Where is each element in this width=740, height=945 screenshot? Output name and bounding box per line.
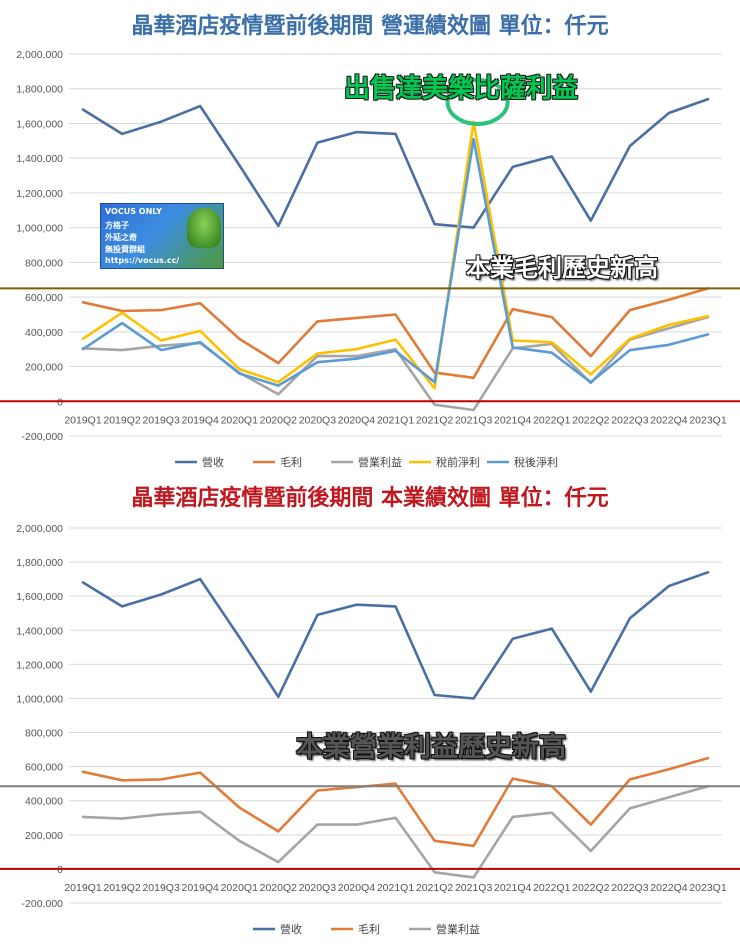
x-tick-label: 2021Q1 <box>377 882 415 894</box>
x-tick-label: 2020Q4 <box>338 882 376 894</box>
watermark-text: 無投資群組 <box>105 245 145 254</box>
series-line-2 <box>81 756 710 848</box>
x-tick-label: 2020Q2 <box>260 882 298 894</box>
x-tick-label: 2023Q1 <box>689 414 727 426</box>
x-tick-label: 2021Q1 <box>377 414 415 426</box>
watermark-text: https://vocus.cc/ <box>105 256 180 265</box>
y-tick-label: -200,000 <box>22 898 64 910</box>
x-tick-label: 2020Q3 <box>299 414 337 426</box>
x-tick-label: 2019Q3 <box>142 414 180 426</box>
watermark-text: 外延之奇 <box>105 233 137 242</box>
x-tick-label: 2020Q3 <box>299 882 337 894</box>
x-tick-label: 2022Q4 <box>650 882 688 894</box>
x-tick-label: 2022Q4 <box>650 414 688 426</box>
y-tick-label: 1,200,000 <box>16 188 63 200</box>
x-tick-label: 2020Q1 <box>221 414 259 426</box>
x-tick-label: 2019Q4 <box>182 882 220 894</box>
x-tick-label: 2021Q2 <box>416 882 454 894</box>
y-tick-label: 1,800,000 <box>16 84 63 96</box>
x-tick-label: 2019Q1 <box>64 882 102 894</box>
watermark-text: 方格子 <box>105 221 129 230</box>
x-tick-label: 2022Q1 <box>533 882 571 894</box>
x-tick-label: 2021Q2 <box>416 414 454 426</box>
watermark-text: VOCUS ONLY <box>105 207 162 216</box>
x-tick-label: 2019Q2 <box>103 414 141 426</box>
y-tick-label: 600,000 <box>25 292 63 304</box>
legend-label: 稅前淨利 <box>436 455 480 469</box>
chart-title-operations: 晶華酒店疫情暨前後期間 營運績效圖 單位：仟元 <box>131 14 609 39</box>
y-tick-label: 1,600,000 <box>16 591 63 603</box>
y-tick-label: 200,000 <box>25 362 63 374</box>
y-tick-label: 200,000 <box>25 830 63 842</box>
annotation-operating-income-record: 本業營業利益歷史新高 <box>296 732 566 763</box>
annotation-dominos-sale: 出售達美樂比薩利益 <box>344 74 579 104</box>
series-line-3 <box>81 784 710 879</box>
series-line-1 <box>81 97 710 229</box>
x-tick-label: 2020Q2 <box>260 414 298 426</box>
y-tick-label: 1,800,000 <box>16 557 63 569</box>
series-line-1 <box>81 570 710 700</box>
x-tick-label: 2022Q3 <box>611 414 649 426</box>
x-tick-label: 2019Q4 <box>182 414 220 426</box>
series-line-2 <box>81 287 710 380</box>
chart-title-core-business: 晶華酒店疫情暨前後期間 本業績效圖 單位：仟元 <box>131 486 609 511</box>
vocus-watermark: VOCUS ONLY 方格子 外延之奇 無投資群組 https://vocus.… <box>100 203 224 269</box>
y-tick-label: 800,000 <box>25 728 63 740</box>
x-tick-label: 2021Q3 <box>455 882 493 894</box>
y-tick-label: 400,000 <box>25 327 63 339</box>
legend-label: 稅後淨利 <box>514 455 558 469</box>
y-tick-label: 400,000 <box>25 796 63 808</box>
y-tick-label: 800,000 <box>25 257 63 269</box>
x-tick-label: 2023Q1 <box>689 882 727 894</box>
y-tick-label: 1,200,000 <box>16 659 63 671</box>
annotation-gross-profit-record: 本業毛利歷史新高 <box>466 254 658 282</box>
y-tick-label: 1,400,000 <box>16 153 63 165</box>
series-line-4 <box>81 120 710 390</box>
series-line-5 <box>81 137 710 387</box>
legend-label: 毛利 <box>280 456 302 469</box>
y-tick-label: 600,000 <box>25 762 63 774</box>
x-tick-label: 2021Q4 <box>494 882 532 894</box>
y-tick-label: -200,000 <box>22 431 64 443</box>
x-tick-label: 2022Q1 <box>533 414 571 426</box>
x-tick-label: 2019Q3 <box>142 882 180 894</box>
x-tick-label: 2022Q2 <box>572 882 610 894</box>
x-tick-label: 2019Q1 <box>64 414 102 426</box>
y-tick-label: 2,000,000 <box>16 49 63 61</box>
legend-label: 營業利益 <box>436 922 480 936</box>
x-tick-label: 2019Q2 <box>103 882 141 894</box>
y-tick-label: 2,000,000 <box>16 523 63 535</box>
y-tick-label: 1,000,000 <box>16 223 63 235</box>
y-tick-label: 1,000,000 <box>16 693 63 705</box>
core-business-chart: 2,000,000 1,800,000 1,600,000 1,400,000 1,20… <box>0 523 740 936</box>
x-tick-label: 2021Q4 <box>494 414 532 426</box>
y-tick-label: 1,600,000 <box>16 118 63 130</box>
x-tick-label: 2020Q4 <box>338 414 376 426</box>
x-tick-label: 2021Q3 <box>455 414 493 426</box>
x-tick-label: 2022Q2 <box>572 414 610 426</box>
x-tick-label: 2022Q3 <box>611 882 649 894</box>
dinosaur-icon <box>187 208 221 248</box>
legend-label: 營收 <box>202 455 224 469</box>
legend-label: 營業利益 <box>358 455 402 469</box>
legend-label: 營收 <box>280 922 302 936</box>
operations-chart: 2,000,000 1,800,000 1,600,000 1,400,000 1,20… <box>0 49 740 469</box>
highlight-circle <box>445 77 510 126</box>
x-tick-label: 2020Q1 <box>221 882 259 894</box>
y-tick-label: 1,400,000 <box>16 625 63 637</box>
legend-label: 毛利 <box>358 923 380 936</box>
